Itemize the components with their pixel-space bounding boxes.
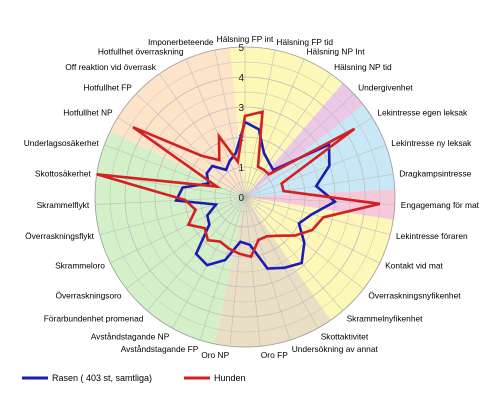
category-label: Överraskningsnyfikenhet xyxy=(368,291,461,301)
grid-spoke xyxy=(244,196,343,312)
category-label: Imponerbeteende xyxy=(148,37,214,47)
legend-label-0: Rasen ( 403 st, samtliga) xyxy=(52,373,152,383)
category-label: Hotfullhet NP xyxy=(63,108,113,118)
category-label: Överraskningsoro xyxy=(55,291,121,301)
category-label: Avståndstagande NP xyxy=(91,331,170,341)
grid-spoke xyxy=(244,196,319,329)
grid-spoke xyxy=(244,173,394,198)
category-label: Hälsning NP tid xyxy=(334,62,392,72)
grid-spoke xyxy=(136,93,246,198)
sector-bg-7 xyxy=(110,47,246,198)
tick-label: 0 xyxy=(238,193,244,204)
grid-spoke xyxy=(199,196,246,341)
grid-spoke xyxy=(244,144,386,198)
sector-bg-4 xyxy=(245,197,394,321)
legend: Rasen ( 403 st, samtliga) Hunden xyxy=(22,373,246,383)
tick-label: 1 xyxy=(238,163,244,174)
sector-bg-5 xyxy=(214,197,331,348)
category-label: Engagemang för mat xyxy=(401,200,480,210)
category-label: Hälsning NP Int xyxy=(307,47,366,57)
category-label: Skrammelnyfikenhet xyxy=(347,313,424,323)
category-label: Underlagsosäkerhet xyxy=(24,138,100,148)
category-label: Lekintresse föraren xyxy=(396,231,468,241)
tick-label: 5 xyxy=(238,43,244,54)
category-label: Oro NP xyxy=(201,350,229,360)
category-label: Överraskningsflykt xyxy=(25,231,95,241)
grid-spoke xyxy=(159,73,246,198)
category-label: Hotfullhet FP xyxy=(83,83,132,93)
grid-spoke xyxy=(244,196,261,347)
category-label: Oro FP xyxy=(261,350,288,360)
sector-bg-2 xyxy=(245,105,395,197)
category-label: Skottosäkerhet xyxy=(35,168,92,178)
sector-bg-3 xyxy=(245,189,395,220)
grid-spoke xyxy=(244,93,354,198)
tick-label: 3 xyxy=(238,103,244,114)
grid-spoke xyxy=(214,50,246,198)
tick-label: 4 xyxy=(238,73,244,84)
series-line-1 xyxy=(96,110,381,259)
grid-spoke xyxy=(110,196,246,264)
grid-spoke xyxy=(244,59,305,198)
category-label: Undergivenhet xyxy=(358,83,413,93)
category-label: Dragkampsintresse xyxy=(399,168,471,178)
category-label: Hälsning FP int xyxy=(217,34,274,44)
series xyxy=(96,110,381,270)
legend-label-1: Hunden xyxy=(214,373,246,383)
grid-spoke xyxy=(229,196,246,347)
category-label: Skrammelflykt xyxy=(37,200,90,210)
grid-spoke xyxy=(244,73,331,198)
category-label: Skottaktivitet xyxy=(321,331,369,341)
category-label: Kontakt vid mat xyxy=(385,261,443,271)
grid-spoke xyxy=(99,196,246,235)
grid-spoke xyxy=(95,196,246,205)
category-label: Hotfullhet överraskning xyxy=(98,47,184,57)
grid-spoke xyxy=(185,59,246,198)
category-label: Lekintresse ny leksak xyxy=(391,138,472,148)
category-label: Lekintresse egen leksak xyxy=(377,108,468,118)
grid-spoke xyxy=(244,196,391,235)
grid-spoke xyxy=(171,196,246,329)
category-label: Skrammeloro xyxy=(55,261,105,271)
category-label: Undersökning av annat xyxy=(292,344,379,354)
category-label: Avståndstagande FP xyxy=(121,344,199,354)
grid-spoke xyxy=(126,196,246,290)
category-label: Off reaktion vid överrask xyxy=(65,62,156,72)
category-label: Förarbundenhet promenad xyxy=(44,313,144,323)
grid-spoke xyxy=(244,50,276,198)
category-label: Hälsning FP tid xyxy=(276,37,333,47)
